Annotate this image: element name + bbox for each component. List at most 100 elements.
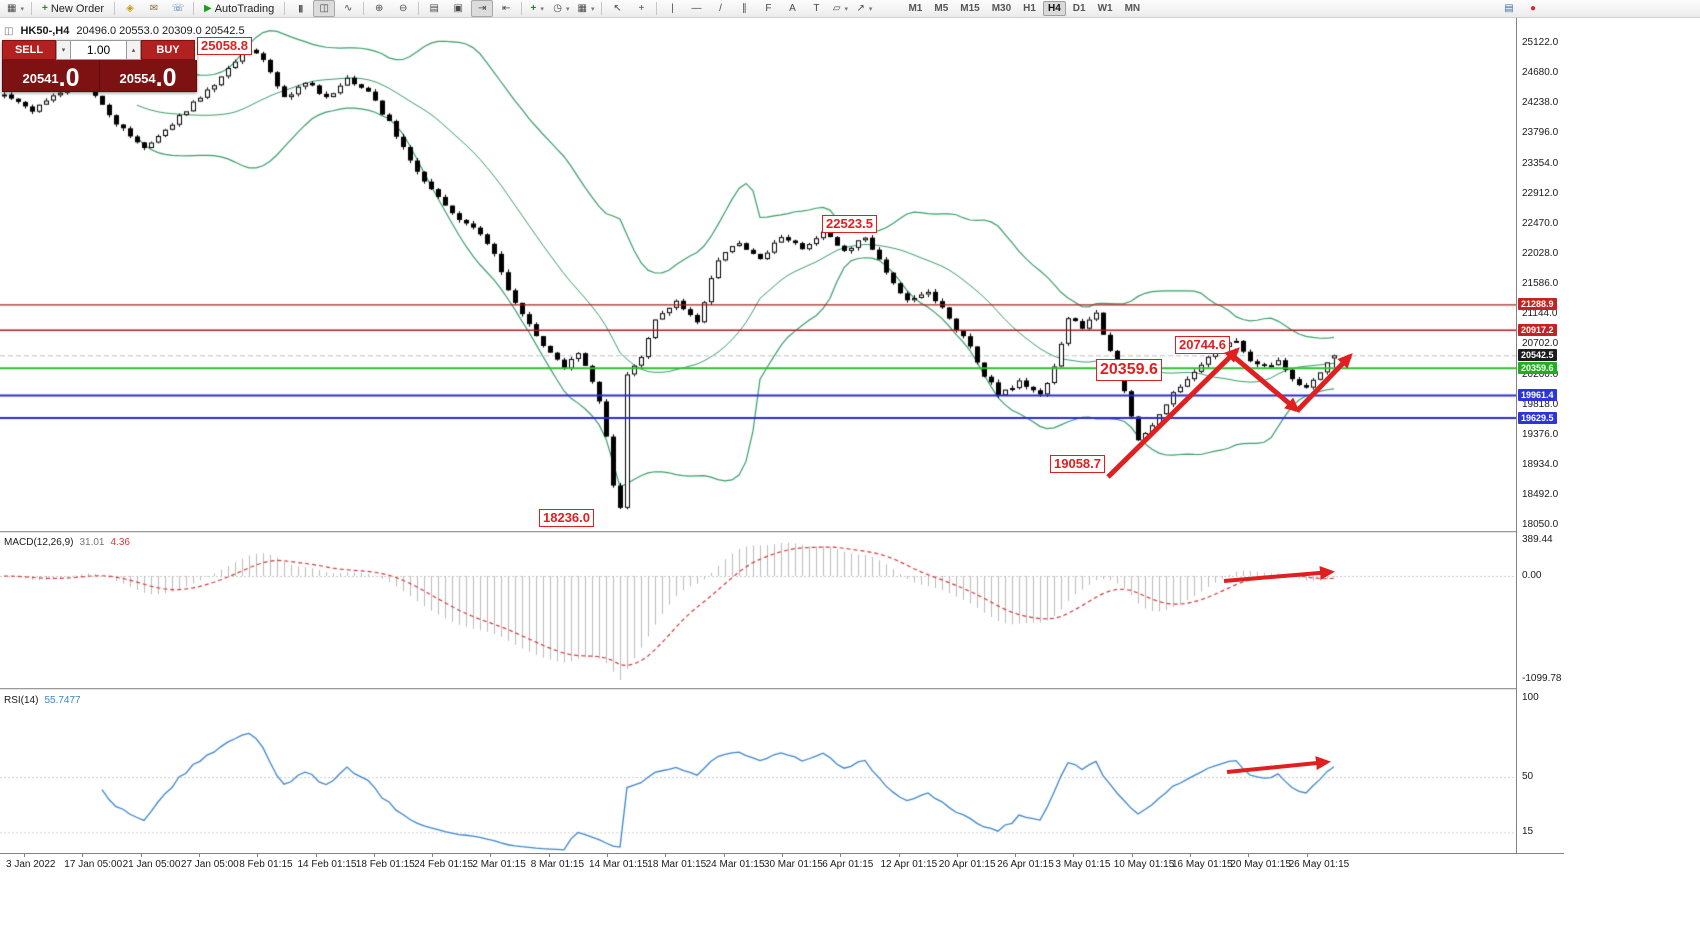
- macd-main-value: 31.01: [79, 537, 105, 548]
- time-axis-tick: [1073, 854, 1075, 857]
- toolbar-separator: [193, 2, 194, 15]
- ohlc-values: 20496.0 20553.0 20309.0 20542.5: [76, 25, 245, 37]
- new-chart-button[interactable]: ▦ ▾: [4, 0, 27, 17]
- rsi-scale-label: 100: [1522, 692, 1539, 703]
- horizontal-line-button[interactable]: —: [685, 0, 707, 17]
- mail-icon: ✉: [149, 2, 159, 14]
- time-axis-tick: [781, 854, 783, 857]
- arrows-button[interactable]: ↗ ▾: [853, 0, 875, 17]
- crosshair-icon: +: [638, 2, 645, 14]
- mql5-button[interactable]: ◈: [119, 0, 141, 17]
- toolbar-separator: [418, 2, 420, 15]
- autotrading-button[interactable]: ▶ AutoTrading: [198, 0, 280, 17]
- panel-splitter[interactable]: [0, 531, 1564, 533]
- sell-price[interactable]: 20541 .0: [3, 60, 99, 91]
- price-axis-label: 21586.0: [1522, 278, 1559, 290]
- timeframe-button-W1[interactable]: W1: [1097, 3, 1113, 14]
- time-axis-label: 14 Mar 01:15: [589, 859, 648, 870]
- zoom-in-button[interactable]: ⊕: [368, 0, 390, 17]
- price-annotation-label[interactable]: 25058.8: [197, 37, 252, 56]
- time-axis-tick: [490, 854, 492, 857]
- support-button[interactable]: ☏: [167, 0, 189, 17]
- price-axis-label: 22912.0: [1522, 187, 1559, 199]
- toolbar-separator: [30, 2, 32, 15]
- text-button[interactable]: A: [781, 0, 803, 17]
- timeframe-button-M1[interactable]: M1: [908, 3, 923, 14]
- buy-button[interactable]: BUY: [141, 40, 195, 60]
- timeframe-button-M15[interactable]: M15: [960, 3, 980, 14]
- cursor-button[interactable]: ↖: [606, 0, 628, 17]
- time-axis-label: 8 Mar 01:15: [530, 859, 585, 870]
- lot-size-input[interactable]: [71, 40, 126, 60]
- macd-indicator-label: MACD(12,26,9): [4, 537, 74, 548]
- line-chart-type-button[interactable]: ∿: [337, 0, 359, 17]
- buy-price-main: 20554: [119, 71, 156, 86]
- rsi-panel-canvas[interactable]: [0, 690, 1516, 853]
- text-icon: A: [789, 2, 796, 14]
- timeframe-button-M5[interactable]: M5: [934, 3, 949, 14]
- price-annotation-label[interactable]: 20359.6: [1096, 359, 1162, 381]
- time-axis-tick: [257, 854, 259, 857]
- timeframe-button-D1[interactable]: D1: [1072, 3, 1086, 14]
- candlestick-icon: ◫: [319, 2, 329, 14]
- price-annotation-label[interactable]: 19058.7: [1050, 455, 1105, 474]
- notification-button[interactable]: ●: [1522, 0, 1544, 17]
- chart-shift-button[interactable]: ⇤: [495, 0, 517, 17]
- time-axis-label: 17 Jan 05:00: [64, 859, 123, 870]
- text-label-button[interactable]: T: [805, 0, 827, 17]
- cascade-windows-button[interactable]: ▣: [447, 0, 469, 17]
- timeframe-button-H1[interactable]: H1: [1023, 3, 1036, 14]
- price-annotation-label[interactable]: 22523.5: [822, 215, 877, 234]
- fibonacci-icon: F: [765, 2, 772, 14]
- time-axis[interactable]: 3 Jan 2022 17 Jan 05:00 21 Jan 05:00 27 Jan…: [0, 853, 1564, 876]
- auto-scroll-button[interactable]: ⇥: [471, 0, 494, 17]
- sell-price-frac: .0: [58, 63, 80, 92]
- play-icon: ▶: [204, 2, 212, 14]
- timeframe-button-H4[interactable]: H4: [1042, 1, 1066, 16]
- templates-button[interactable]: ▦ ▾: [574, 0, 597, 17]
- price-annotation-label[interactable]: 18236.0: [539, 509, 594, 528]
- sell-price-main: 20541: [22, 71, 59, 86]
- price-level-badge: 21288.9: [1518, 298, 1557, 311]
- time-axis-label: 12 Apr 01:15: [880, 859, 938, 870]
- zoom-out-button[interactable]: ⊖: [392, 0, 414, 17]
- time-axis-label: 14 Feb 01:15: [297, 859, 357, 870]
- toolbar-separator: [363, 2, 365, 15]
- time-axis-tick: [24, 854, 25, 857]
- mail-button[interactable]: ✉: [143, 0, 165, 17]
- vertical-line-button[interactable]: |: [661, 0, 683, 17]
- price-axis-label: 20260.0: [1522, 368, 1559, 380]
- chart-profile-button[interactable]: ▤: [1498, 0, 1520, 17]
- periods-button[interactable]: ◷ ▾: [550, 0, 572, 17]
- crosshair-button[interactable]: +: [630, 0, 652, 17]
- price-level-badge: 19961.4: [1518, 388, 1557, 401]
- bar-chart-type-button[interactable]: |||: [289, 0, 311, 17]
- panel-splitter[interactable]: [0, 688, 1564, 690]
- macd-panel-canvas[interactable]: [0, 533, 1516, 688]
- price-axis[interactable]: 25122.0 24680.0 24238.0 23796.0 23354.0 22912…: [1516, 18, 1565, 853]
- main-chart-canvas[interactable]: [0, 18, 1516, 531]
- buy-price[interactable]: 20554 .0: [100, 60, 196, 91]
- horizontal-line-icon: —: [691, 2, 702, 14]
- timeframe-toolbar: M1 M5 M15 M30 H1 H4 D1 W1 MN: [902, 0, 1146, 17]
- timeframe-button-M30[interactable]: M30: [991, 3, 1012, 14]
- price-annotation-label[interactable]: 20744.6: [1175, 336, 1230, 355]
- tile-windows-button[interactable]: ▤: [423, 0, 445, 17]
- diamond-icon: ◈: [126, 2, 134, 14]
- lot-increase-button[interactable]: ▴: [126, 40, 141, 60]
- sell-button[interactable]: SELL: [2, 40, 56, 60]
- new-order-button[interactable]: + New Order: [36, 0, 110, 17]
- channel-button[interactable]: ∥: [733, 0, 755, 17]
- lot-decrease-button[interactable]: ▾: [56, 40, 71, 60]
- phone-icon: ☏: [171, 2, 185, 14]
- timeframe-button-MN[interactable]: MN: [1124, 3, 1141, 14]
- price-axis-label: 24680.0: [1522, 67, 1559, 79]
- fibonacci-button[interactable]: F: [757, 0, 779, 17]
- trendline-button[interactable]: /: [709, 0, 731, 17]
- shapes-button[interactable]: ▱ ▾: [829, 0, 851, 17]
- time-axis-label: 18 Mar 01:15: [647, 859, 707, 870]
- price-axis-label: 22470.0: [1522, 217, 1559, 229]
- time-axis-tick: [198, 854, 200, 857]
- candlestick-type-button[interactable]: ◫: [313, 0, 336, 17]
- indicators-button[interactable]: + ▾: [526, 0, 548, 17]
